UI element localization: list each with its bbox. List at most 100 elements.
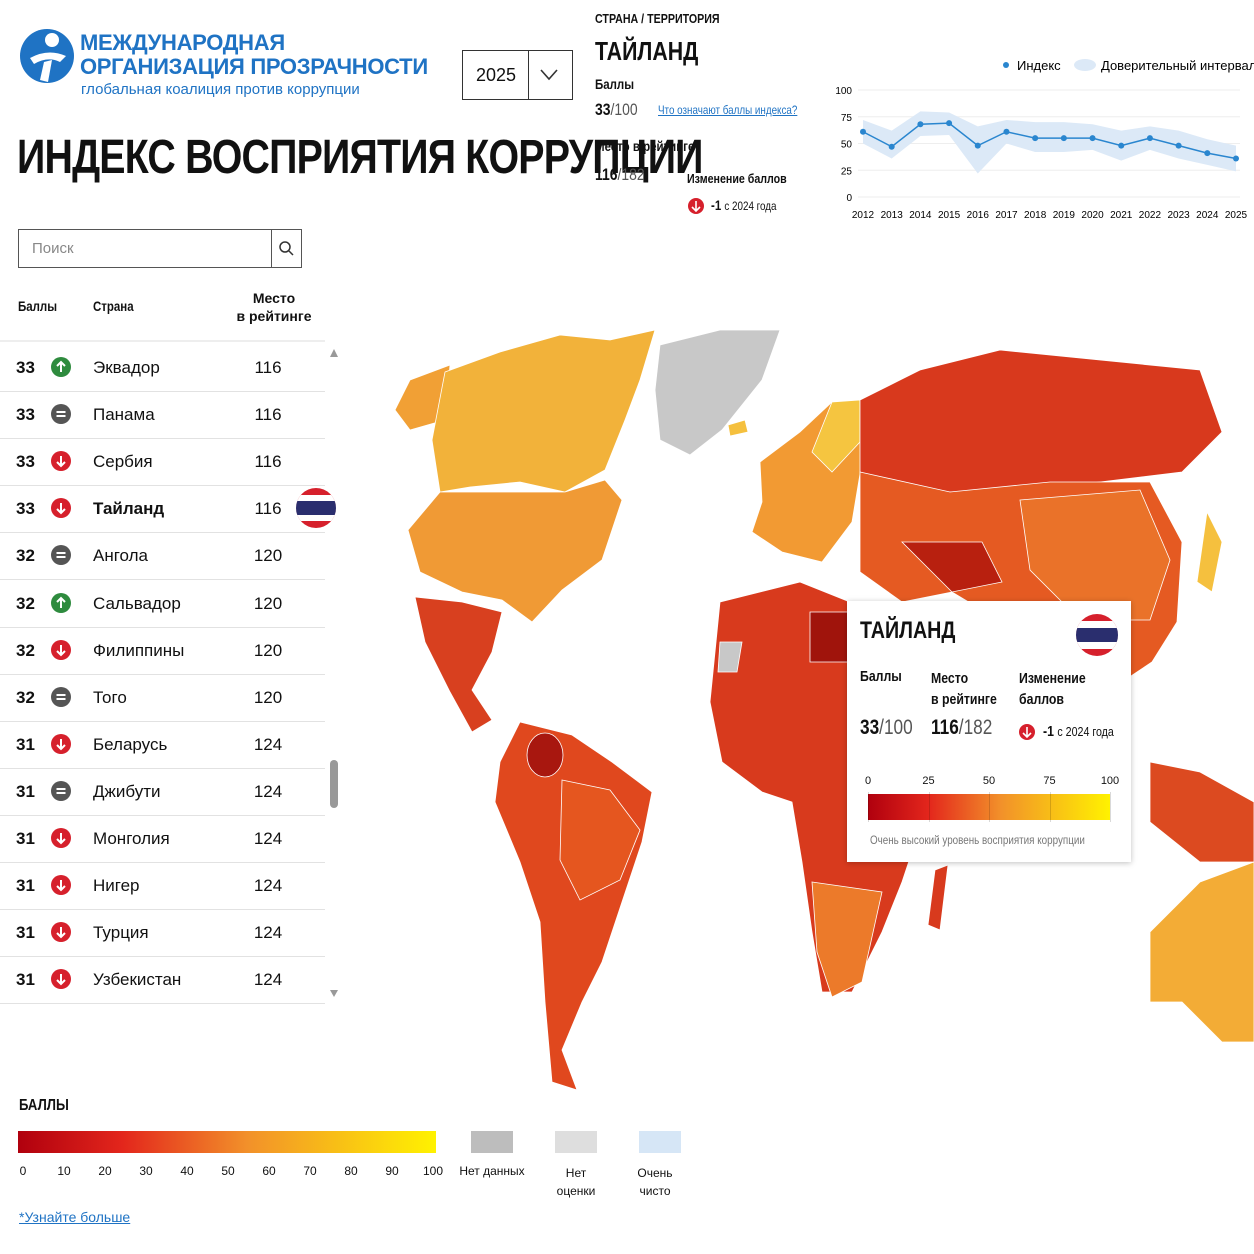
row-rank: 124 <box>253 970 283 990</box>
learn-more-link[interactable]: *Узнайте больше <box>19 1209 131 1225</box>
scroll-up[interactable] <box>330 349 338 357</box>
year-value[interactable]: 2025 <box>476 65 517 85</box>
confidence-band <box>863 111 1236 174</box>
trend-icon <box>51 639 71 660</box>
index-point <box>917 121 924 128</box>
index-point <box>1032 135 1039 142</box>
row-rank: 120 <box>253 593 283 613</box>
index-point <box>1060 135 1067 142</box>
page-title: ИНДЕКС ВОСПРИЯТИЯ КОРРУПЦИИ <box>17 131 703 184</box>
year-select[interactable] <box>462 50 573 100</box>
table-row[interactable]: 31 Турция 124 <box>0 910 325 958</box>
trend-icon <box>51 733 71 754</box>
help-link[interactable]: Что означают баллы индекса? <box>658 103 798 117</box>
search-box[interactable] <box>18 229 302 268</box>
x-tick-label: 2015 <box>938 210 961 221</box>
index-point <box>974 142 981 149</box>
table-row[interactable]: 31 Беларусь 124 <box>0 722 325 769</box>
scroll-thumb[interactable] <box>330 760 338 808</box>
legend-no-score <box>555 1131 597 1153</box>
row-rank: 124 <box>253 781 283 801</box>
row-trend <box>51 451 71 476</box>
legend-very-clean-label: Очень чисто <box>637 1166 673 1198</box>
panel-country: ТАЙЛАНД <box>595 36 699 66</box>
tooltip-tick <box>928 792 930 822</box>
legend-no-data <box>471 1131 513 1153</box>
trend-chart: 0 25 50 75 100 2012 2013 2014 2015 2016 2017 2018 20… <box>835 58 1254 221</box>
tooltip-score: 33/100 <box>860 716 913 740</box>
row-country: Панама <box>93 405 155 425</box>
search-placeholder[interactable]: Поиск <box>32 240 74 257</box>
table-row[interactable]: 33 Сербия 116 <box>0 439 325 487</box>
table-row[interactable]: 32 Ангола 120 <box>0 533 325 581</box>
row-score: 33 <box>16 358 35 377</box>
table-row[interactable]: 33 Эквадор 116 <box>0 345 325 392</box>
row-score: 31 <box>16 734 35 754</box>
row-rank: 124 <box>253 876 283 896</box>
panel-score-label: Баллы <box>595 76 635 92</box>
row-trend <box>51 404 71 429</box>
row-trend <box>51 922 71 947</box>
row-country: Сербия <box>93 452 153 472</box>
row-trend <box>51 639 71 665</box>
trend-icon <box>51 969 71 990</box>
table-row[interactable]: 31 Нигер 124 <box>0 863 325 911</box>
row-score: 31 <box>16 829 35 848</box>
panel-change-label: Изменение баллов <box>687 171 787 186</box>
table-row[interactable]: 32 Сальвадор 120 <box>0 581 325 628</box>
trend-icon <box>51 828 71 848</box>
table-row[interactable]: 31 Узбекистан 124 <box>0 957 325 1005</box>
tooltip-change: -1 с 2024 года <box>1043 723 1114 740</box>
row-country: Турция <box>93 923 149 943</box>
row-rank: 124 <box>253 734 283 754</box>
table-row[interactable]: 32 Филиппины 120 <box>0 628 325 675</box>
row-rank: 116 <box>254 358 282 377</box>
flag-thailand <box>296 488 336 528</box>
row-score: 32 <box>16 593 35 613</box>
table-row[interactable]: 33 Панама 116 <box>0 392 325 440</box>
score: 33 <box>595 100 611 119</box>
col-score: Баллы <box>18 298 58 314</box>
legend-tick-label: 30 <box>139 1164 153 1178</box>
index-point <box>860 128 866 135</box>
legend-swatch <box>1003 62 1009 68</box>
y-tick-label: 75 <box>841 113 853 124</box>
legend-tick-label: 80 <box>344 1164 358 1178</box>
index-point <box>1003 128 1010 135</box>
table-row[interactable]: 33 Тайланд 116 <box>0 486 325 534</box>
table-row[interactable]: 31 Монголия 124 <box>0 816 325 863</box>
panel-change: -1 с 2024 года <box>711 197 777 213</box>
row-trend <box>51 498 71 523</box>
trend-icon <box>51 592 71 613</box>
table-row[interactable]: 32 Того 120 <box>0 675 325 722</box>
x-tick-label: 2012 <box>852 210 875 221</box>
row-country: Беларусь <box>93 734 168 754</box>
table-row[interactable]: 31 Джибути 124 <box>0 769 325 816</box>
org-name: ОРГАНИЗАЦИЯ ПРОЗРАЧНОСТИ <box>80 54 428 79</box>
trend-icon <box>51 545 71 566</box>
score-max: /100 <box>610 100 638 119</box>
row-rank: 120 <box>253 687 283 707</box>
row-trend <box>51 969 71 994</box>
index-line <box>862 122 1237 160</box>
tooltip-tick-label: 25 <box>922 775 935 787</box>
legend-tick-label: 10 <box>57 1164 71 1178</box>
x-tick-label: 2020 <box>1081 210 1104 221</box>
row-rank: 116 <box>254 499 282 519</box>
legend-tick-label: 70 <box>303 1164 317 1178</box>
legend-swatch <box>1074 59 1096 71</box>
col-country: Страна <box>93 298 134 314</box>
legend-tick-label: 20 <box>98 1164 112 1178</box>
legend-no-data-label: Нет данных <box>459 1164 525 1178</box>
rank: 116 <box>931 716 959 739</box>
tooltip-change-label: Изменение баллов <box>1019 670 1086 708</box>
row-rank: 120 <box>253 640 283 660</box>
search-icon[interactable] <box>279 241 291 253</box>
col-rank: Место в рейтинге <box>236 290 312 324</box>
tooltip-tick <box>1049 792 1051 822</box>
index-point <box>946 120 953 127</box>
trend-icon <box>51 404 71 425</box>
scroll-down[interactable] <box>330 990 338 997</box>
logo <box>20 29 74 83</box>
